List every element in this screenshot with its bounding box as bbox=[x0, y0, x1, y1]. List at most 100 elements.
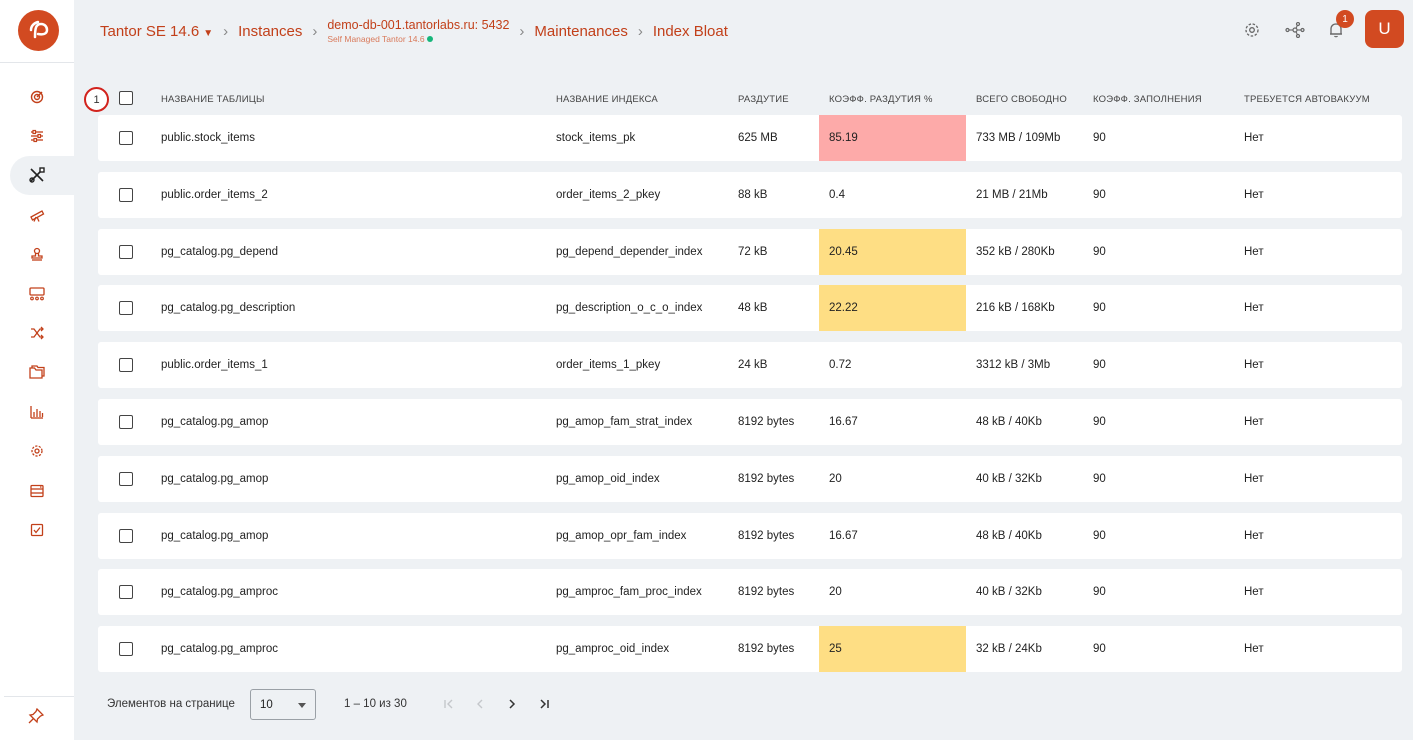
next-page-icon[interactable] bbox=[500, 692, 524, 716]
cell-table-name: pg_catalog.pg_amop bbox=[161, 529, 269, 542]
cell-bloat-ratio: 0.4 bbox=[829, 188, 845, 201]
cell-total-free: 216 kB / 168Kb bbox=[976, 302, 1055, 315]
col-autovacuum[interactable]: ТРЕБУЕТСЯ АВТОВАКУУМ bbox=[1244, 94, 1370, 105]
sliders-icon[interactable] bbox=[0, 116, 74, 155]
sidebar-divider bbox=[4, 696, 74, 697]
cell-index-name: order_items_2_pkey bbox=[556, 188, 661, 201]
cell-bloat: 8192 bytes bbox=[738, 416, 795, 428]
cell-fill-factor: 90 bbox=[1093, 529, 1106, 542]
cell-bloat-ratio: 85.19 bbox=[819, 115, 966, 161]
row-checkbox[interactable] bbox=[119, 244, 133, 259]
dropdown-arrow-icon bbox=[298, 703, 306, 708]
top-header: Tantor SE 14.6 ▼ › Instances › demo-db-00… bbox=[74, 0, 1413, 62]
breadcrumb-instance[interactable]: demo-db-001.tantorlabs.ru: 5432 Self Man… bbox=[327, 19, 509, 43]
table-row[interactable]: public.order_items_1 order_items_1_pkey 24… bbox=[98, 342, 1402, 389]
col-bloat-ratio[interactable]: КОЭФФ. РАЗДУТИЯ % bbox=[829, 94, 933, 105]
prev-page-icon[interactable] bbox=[468, 692, 492, 716]
row-checkbox[interactable] bbox=[119, 471, 133, 486]
cell-total-free: 21 MB / 21Mb bbox=[976, 188, 1048, 201]
row-checkbox[interactable] bbox=[119, 528, 133, 543]
cell-total-free: 32 kB / 24Kb bbox=[976, 643, 1042, 656]
cell-table-name: public.order_items_1 bbox=[161, 359, 268, 372]
database-icon[interactable] bbox=[0, 471, 74, 510]
cell-bloat: 48 kB bbox=[738, 302, 768, 315]
tools-icon[interactable] bbox=[10, 155, 74, 196]
row-checkbox[interactable] bbox=[119, 301, 133, 316]
sidebar-nav bbox=[0, 77, 74, 550]
stamp-icon[interactable] bbox=[0, 235, 74, 274]
instance-subtitle: Self Managed Tantor 14.6 bbox=[327, 33, 509, 44]
cell-total-free: 48 kB / 40Kb bbox=[976, 529, 1042, 542]
col-table-name[interactable]: НАЗВАНИЕ ТАБЛИЦЫ bbox=[161, 94, 265, 105]
settings-gear-icon[interactable] bbox=[0, 432, 74, 471]
table-row[interactable]: pg_catalog.pg_amop pg_amop_oid_index 8192 … bbox=[98, 455, 1402, 502]
network-icon[interactable] bbox=[1284, 19, 1306, 41]
chevron-right-icon: › bbox=[519, 22, 525, 40]
settings-icon[interactable] bbox=[1241, 19, 1263, 41]
col-index-name[interactable]: НАЗВАНИЕ ИНДЕКСА bbox=[556, 94, 658, 105]
table-row[interactable]: pg_catalog.pg_amproc pg_amproc_fam_proc_i… bbox=[98, 569, 1402, 616]
cell-table-name: pg_catalog.pg_depend bbox=[161, 245, 279, 258]
cell-bloat-ratio: 25 bbox=[819, 626, 966, 673]
notification-badge: 1 bbox=[1336, 10, 1354, 28]
cell-bloat: 625 MB bbox=[738, 132, 778, 144]
chevron-right-icon: › bbox=[223, 22, 229, 40]
row-checkbox[interactable] bbox=[119, 131, 133, 145]
cell-autovacuum: Нет bbox=[1244, 132, 1264, 144]
col-total-free[interactable]: ВСЕГО СВОБОДНО bbox=[976, 94, 1067, 105]
last-page-icon[interactable] bbox=[532, 692, 556, 716]
row-checkbox[interactable] bbox=[119, 358, 133, 373]
cell-autovacuum: Нет bbox=[1244, 188, 1264, 201]
cell-total-free: 40 kB / 32Kb bbox=[976, 586, 1042, 599]
table-row[interactable]: pg_catalog.pg_amop pg_amop_fam_strat_inde… bbox=[98, 399, 1402, 445]
page-range: 1 – 10 из 30 bbox=[344, 698, 407, 710]
folders-icon[interactable] bbox=[0, 353, 74, 392]
cell-fill-factor: 90 bbox=[1093, 132, 1106, 144]
tantor-logo[interactable] bbox=[18, 10, 59, 51]
cell-bloat-ratio: 16.67 bbox=[829, 529, 858, 542]
cell-total-free: 352 kB / 280Kb bbox=[976, 245, 1055, 258]
cell-index-name: pg_description_o_c_o_index bbox=[556, 302, 703, 315]
dashboard-icon[interactable] bbox=[0, 77, 74, 116]
table-row[interactable]: public.order_items_2 order_items_2_pkey 88… bbox=[98, 171, 1402, 218]
first-page-icon[interactable] bbox=[437, 692, 461, 716]
paginator: Элементов на странице 10 1 – 10 из 30 bbox=[98, 688, 798, 722]
cell-bloat-ratio: 22.22 bbox=[819, 285, 966, 332]
breadcrumb-instances[interactable]: Instances bbox=[238, 22, 303, 40]
table-row[interactable]: public.stock_items stock_items_pk 625 MB 85… bbox=[98, 115, 1402, 161]
cell-bloat: 72 kB bbox=[738, 245, 768, 258]
cluster-icon[interactable] bbox=[0, 274, 74, 313]
avatar[interactable]: U bbox=[1365, 10, 1404, 48]
cell-bloat: 24 kB bbox=[738, 359, 768, 372]
breadcrumb-product[interactable]: Tantor SE 14.6 ▼ bbox=[100, 23, 213, 40]
row-checkbox[interactable] bbox=[119, 642, 133, 657]
pin-icon[interactable] bbox=[28, 707, 45, 729]
checklist-icon[interactable] bbox=[0, 510, 74, 549]
breadcrumb-maintenances[interactable]: Maintenances bbox=[534, 22, 628, 40]
row-checkbox[interactable] bbox=[119, 585, 133, 600]
table-row[interactable]: pg_catalog.pg_amop pg_amop_opr_fam_index 8… bbox=[98, 512, 1402, 559]
cell-table-name: pg_catalog.pg_description bbox=[161, 302, 296, 315]
select-all-checkbox[interactable] bbox=[119, 91, 133, 105]
table-row[interactable]: pg_catalog.pg_amproc pg_amproc_oid_index 8… bbox=[98, 626, 1402, 673]
cell-fill-factor: 90 bbox=[1093, 188, 1106, 201]
cell-fill-factor: 90 bbox=[1093, 586, 1106, 599]
instance-type: Self Managed Tantor 14.6 bbox=[327, 33, 425, 44]
row-checkbox[interactable] bbox=[119, 415, 133, 429]
cell-table-name: public.stock_items bbox=[161, 132, 255, 144]
cell-index-name: pg_amop_oid_index bbox=[556, 472, 660, 485]
col-fill-factor[interactable]: КОЭФФ. ЗАПОЛНЕНИЯ bbox=[1093, 94, 1202, 105]
cell-autovacuum: Нет bbox=[1244, 359, 1264, 372]
cell-autovacuum: Нет bbox=[1244, 245, 1264, 258]
telescope-icon[interactable] bbox=[0, 195, 74, 234]
items-per-page-label: Элементов на странице bbox=[107, 698, 235, 710]
row-checkbox[interactable] bbox=[119, 187, 133, 202]
cell-bloat-ratio: 20 bbox=[829, 472, 842, 485]
shuffle-icon[interactable] bbox=[0, 313, 74, 352]
col-bloat[interactable]: РАЗДУТИЕ bbox=[738, 94, 789, 105]
bell-icon[interactable] bbox=[1325, 19, 1347, 41]
table-row[interactable]: pg_catalog.pg_depend pg_depend_depender_i… bbox=[98, 228, 1402, 275]
table-row[interactable]: pg_catalog.pg_description pg_description_… bbox=[98, 285, 1402, 332]
bar-chart-icon[interactable] bbox=[0, 392, 74, 431]
page-size-select[interactable]: 10 bbox=[250, 689, 316, 720]
